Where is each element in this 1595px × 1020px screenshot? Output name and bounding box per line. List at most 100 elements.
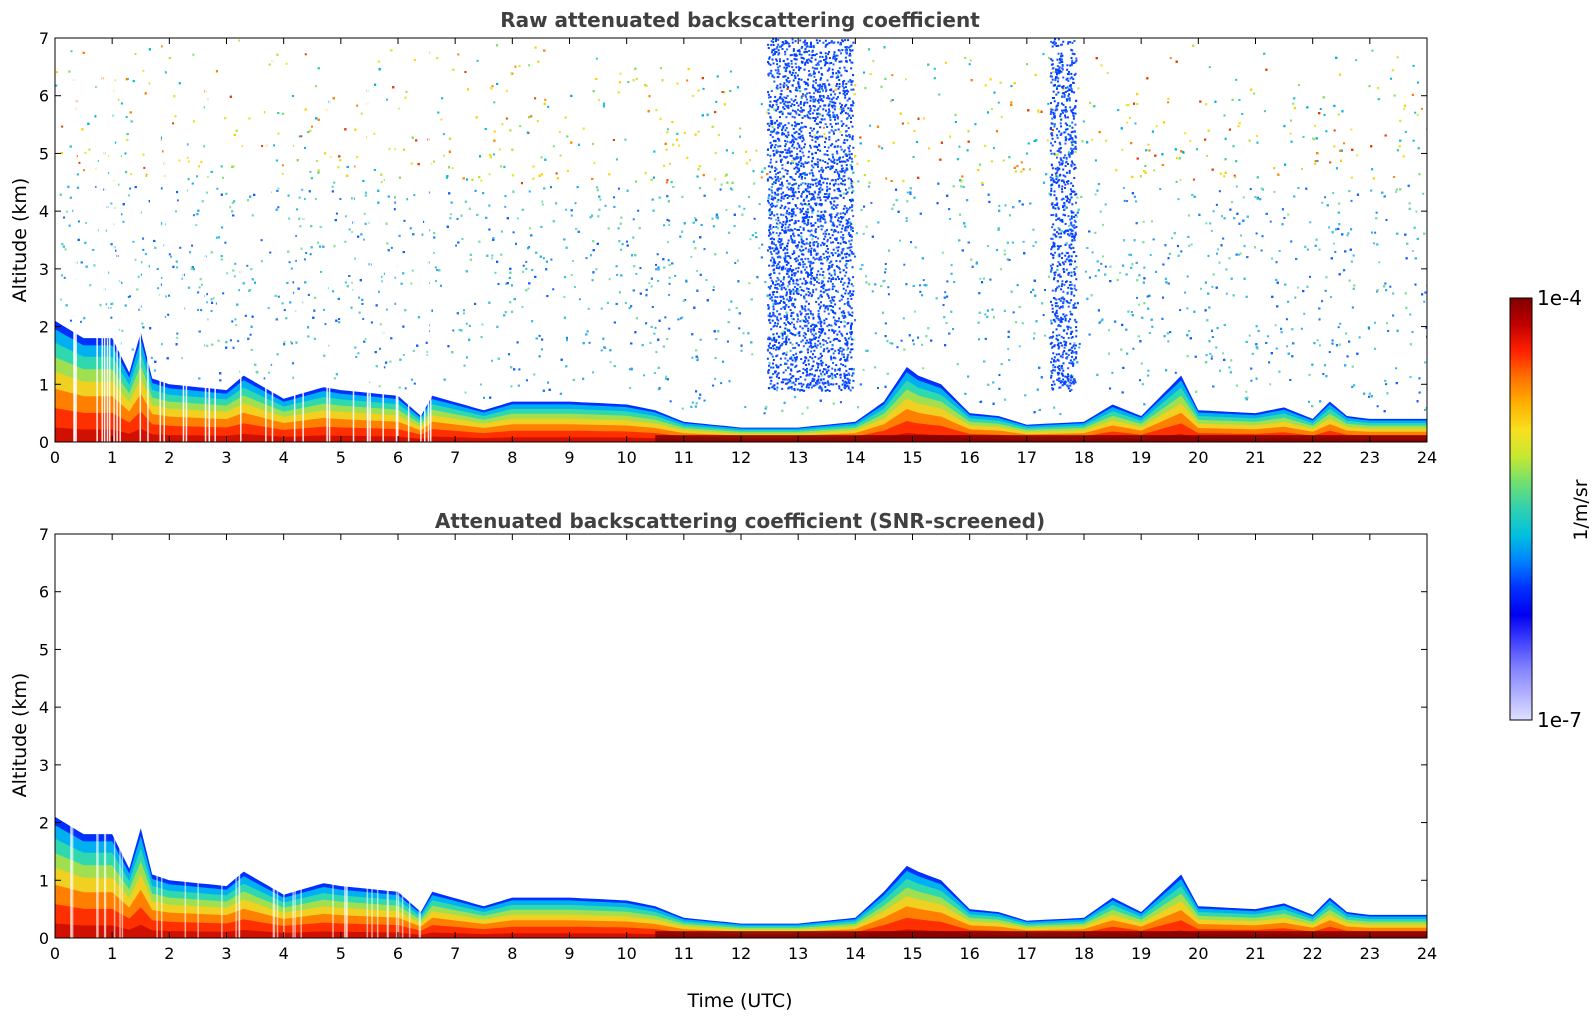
noise-point bbox=[362, 317, 365, 320]
noise-point bbox=[599, 198, 602, 201]
noise-point bbox=[862, 232, 865, 235]
noise-point bbox=[1263, 110, 1266, 113]
noise-point bbox=[363, 212, 366, 215]
noise-point bbox=[409, 227, 412, 230]
noise-point bbox=[462, 309, 465, 312]
noise-point bbox=[187, 160, 190, 163]
noise-point bbox=[167, 313, 170, 316]
noise-point bbox=[1368, 328, 1371, 331]
noise-point bbox=[474, 189, 477, 192]
noise-point bbox=[714, 178, 717, 181]
noise-point bbox=[1174, 371, 1177, 374]
noise-point bbox=[753, 217, 756, 220]
noise-point bbox=[990, 160, 993, 163]
noise-point bbox=[1167, 340, 1170, 343]
noise-point bbox=[491, 85, 494, 88]
noise-point bbox=[224, 241, 227, 244]
noise-point bbox=[1333, 129, 1336, 132]
noise-point bbox=[654, 326, 657, 329]
noise-point bbox=[637, 209, 640, 212]
noise-point bbox=[550, 258, 553, 261]
noise-point bbox=[696, 269, 699, 272]
noise-point bbox=[120, 155, 123, 158]
noise-point bbox=[309, 170, 312, 173]
noise-point bbox=[141, 322, 144, 325]
noise-point bbox=[617, 187, 620, 190]
noise-point bbox=[946, 280, 949, 283]
noise-point bbox=[696, 357, 699, 360]
noise-point bbox=[60, 274, 63, 277]
noise-point bbox=[1240, 234, 1243, 237]
noise-point bbox=[968, 63, 971, 66]
noise-point bbox=[351, 281, 354, 284]
noise-point bbox=[232, 165, 235, 168]
noise-point bbox=[921, 343, 924, 346]
noise-point bbox=[809, 234, 812, 237]
noise-point bbox=[987, 245, 990, 248]
noise-point bbox=[441, 97, 444, 100]
noise-point bbox=[990, 108, 993, 111]
noise-point bbox=[464, 391, 467, 394]
noise-point bbox=[65, 210, 68, 213]
noise-point bbox=[122, 220, 125, 223]
noise-point bbox=[1411, 250, 1414, 253]
noise-point bbox=[657, 268, 660, 271]
noise-point bbox=[1290, 240, 1293, 243]
noise-point bbox=[452, 329, 455, 332]
noise-point bbox=[979, 277, 982, 280]
noise-point bbox=[1147, 369, 1150, 372]
noise-point bbox=[882, 280, 885, 283]
noise-point bbox=[541, 203, 544, 206]
noise-point bbox=[819, 345, 822, 348]
noise-point bbox=[465, 322, 468, 325]
noise-point bbox=[203, 106, 206, 109]
noise-point bbox=[1322, 373, 1325, 376]
noise-point bbox=[846, 348, 849, 351]
noise-point bbox=[457, 53, 460, 56]
noise-point bbox=[998, 204, 1001, 207]
noise-point bbox=[269, 251, 272, 254]
noise-point bbox=[1099, 210, 1102, 213]
noise-point bbox=[1287, 213, 1290, 216]
noise-point bbox=[1351, 306, 1354, 309]
noise-point bbox=[573, 285, 576, 288]
noise-point bbox=[829, 166, 832, 169]
noise-point bbox=[260, 239, 263, 242]
noise-point bbox=[760, 103, 763, 106]
noise-point bbox=[1415, 210, 1418, 213]
noise-point bbox=[595, 57, 598, 60]
noise-point bbox=[800, 97, 803, 100]
noise-point bbox=[1094, 159, 1097, 162]
noise-point bbox=[891, 74, 894, 77]
noise-point bbox=[1184, 291, 1187, 294]
noise-point bbox=[1269, 383, 1272, 386]
noise-point bbox=[629, 387, 632, 389]
noise-point bbox=[712, 288, 715, 291]
noise-point bbox=[488, 173, 491, 176]
noise-point bbox=[769, 211, 772, 214]
noise-point bbox=[1167, 101, 1170, 104]
noise-point bbox=[360, 112, 363, 115]
noise-point bbox=[691, 94, 694, 97]
noise-point bbox=[1275, 347, 1278, 350]
noise-point bbox=[1422, 192, 1425, 195]
noise-point bbox=[1159, 188, 1162, 191]
noise-point bbox=[130, 173, 133, 176]
noise-point bbox=[862, 368, 865, 371]
noise-point bbox=[277, 295, 280, 298]
noise-point bbox=[1215, 252, 1218, 255]
noise-point bbox=[1300, 327, 1303, 330]
noise-point bbox=[1069, 310, 1072, 313]
noise-point bbox=[331, 185, 334, 188]
noise-point bbox=[650, 285, 653, 288]
noise-point bbox=[1289, 119, 1292, 122]
noise-point bbox=[1355, 59, 1358, 62]
noise-point bbox=[434, 266, 437, 269]
noise-point bbox=[558, 130, 561, 133]
noise-point bbox=[358, 296, 361, 299]
noise-point bbox=[1424, 291, 1427, 294]
noise-point bbox=[1094, 231, 1097, 234]
noise-point bbox=[890, 100, 893, 103]
noise-point bbox=[390, 246, 393, 249]
noise-point bbox=[1153, 169, 1156, 172]
